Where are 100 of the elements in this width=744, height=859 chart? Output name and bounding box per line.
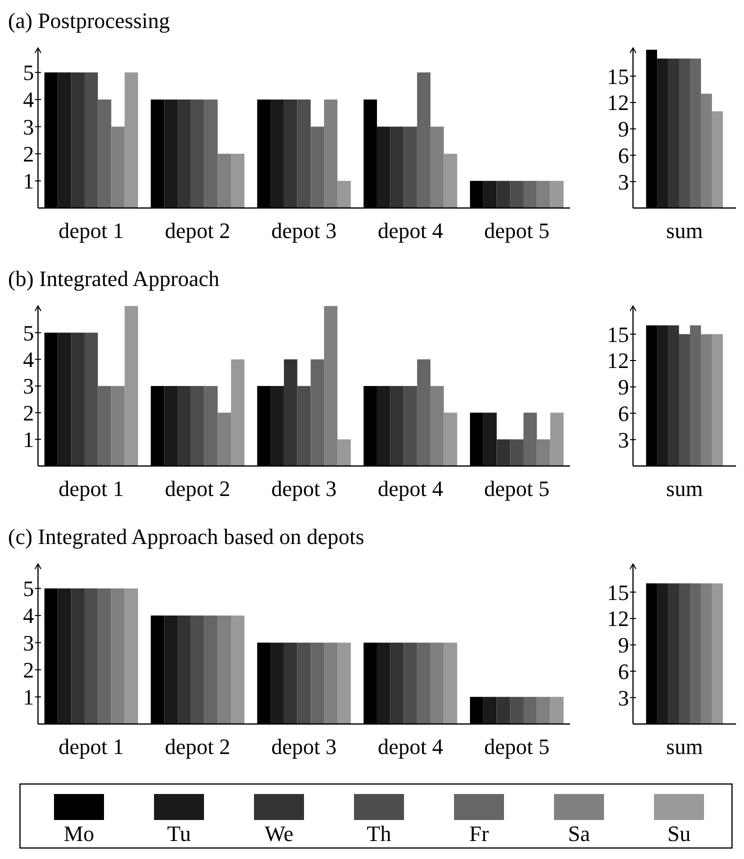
- bar: [510, 696, 524, 724]
- y-tick-label: 2: [23, 400, 34, 426]
- bar: [84, 588, 98, 724]
- legend-label: Fr: [469, 821, 490, 846]
- bar: [496, 696, 510, 724]
- x-tick-label: depot 2: [164, 218, 230, 243]
- y-tick-label: 6: [618, 400, 629, 426]
- bar: [523, 696, 537, 724]
- bar: [444, 154, 458, 208]
- x-tick-label: depot 3: [271, 476, 337, 501]
- y-tick-label: 1: [23, 168, 34, 194]
- x-tick-label: depot 1: [58, 734, 124, 759]
- x-tick-label: depot 1: [58, 218, 124, 243]
- x-tick-label: depot 1: [58, 476, 124, 501]
- y-tick-label: 2: [23, 657, 34, 682]
- bar: [71, 588, 85, 724]
- bar: [324, 100, 338, 208]
- legend-label: Sa: [568, 821, 590, 846]
- bar: [417, 642, 430, 724]
- x-tick-label: depot 5: [484, 734, 550, 759]
- x-tick-label: sum: [666, 734, 703, 759]
- legend-label: Th: [366, 821, 392, 846]
- bar: [337, 180, 351, 208]
- y-tick-label: 3: [23, 630, 34, 656]
- bar: [124, 306, 138, 466]
- bar: [536, 696, 550, 724]
- bar: [164, 386, 178, 466]
- bar: [430, 386, 444, 466]
- bar: [376, 642, 390, 724]
- bar: [71, 72, 85, 208]
- x-tick-label: depot 2: [164, 476, 230, 501]
- bar: [178, 100, 191, 208]
- bar: [124, 72, 138, 208]
- bar: [690, 58, 701, 208]
- bar: [430, 126, 444, 208]
- y-tick-label: 12: [607, 606, 629, 632]
- bar: [270, 386, 284, 466]
- bar: [679, 58, 690, 208]
- x-tick-label: depot 4: [378, 734, 444, 759]
- y-tick-label: 5: [23, 576, 34, 602]
- x-tick-label: depot 3: [271, 734, 337, 759]
- bar: [483, 696, 497, 724]
- bar: [270, 642, 284, 724]
- legend-label: Tu: [167, 821, 191, 846]
- bar: [71, 332, 85, 466]
- legend-label: Su: [667, 821, 691, 846]
- bar: [510, 180, 524, 208]
- bar: [231, 359, 244, 466]
- y-tick-label: 1: [23, 684, 34, 710]
- x-tick-label: sum: [666, 218, 703, 243]
- x-tick-label: depot 5: [484, 476, 550, 501]
- y-tick-label: 6: [618, 658, 629, 684]
- y-tick-label: 6: [618, 142, 629, 168]
- x-tick-label: depot 4: [378, 476, 444, 501]
- y-tick-label: 3: [23, 374, 34, 399]
- x-tick-label: sum: [666, 476, 703, 501]
- bar: [124, 588, 138, 724]
- bar: [310, 359, 324, 466]
- y-tick-label: 3: [618, 685, 629, 710]
- bar: [98, 386, 112, 466]
- bar: [190, 386, 204, 466]
- bar: [111, 386, 125, 466]
- bar: [231, 616, 244, 724]
- bar: [310, 126, 324, 208]
- bar: [550, 180, 564, 208]
- bar: [270, 100, 284, 208]
- bar: [657, 58, 668, 208]
- bar: [550, 412, 564, 466]
- bar: [297, 100, 311, 208]
- legend-label: Mo: [64, 821, 94, 846]
- bar: [404, 642, 418, 724]
- bar: [390, 642, 404, 724]
- bar: [444, 412, 458, 466]
- bar: [204, 386, 218, 466]
- bar: [376, 386, 390, 466]
- x-tick-label: depot 5: [484, 218, 550, 243]
- bar: [712, 111, 723, 208]
- y-tick-label: 4: [23, 87, 34, 112]
- x-tick-label: depot 2: [164, 734, 230, 759]
- bar: [510, 439, 524, 466]
- bar: [496, 439, 510, 466]
- bar: [483, 412, 497, 466]
- y-tick-label: 3: [618, 427, 629, 452]
- bar: [297, 386, 311, 466]
- y-tick-label: 9: [618, 632, 629, 658]
- y-tick-label: 4: [23, 347, 34, 372]
- y-tick-label: 9: [618, 116, 629, 142]
- bar: [430, 642, 444, 724]
- bar: [164, 616, 178, 724]
- bar: [523, 412, 537, 466]
- bar: [444, 642, 458, 724]
- bar: [404, 386, 418, 466]
- bar: [536, 180, 550, 208]
- y-tick-label: 4: [23, 603, 34, 628]
- bar: [204, 100, 218, 208]
- bar: [390, 126, 404, 208]
- bar: [164, 100, 178, 208]
- bar: [218, 616, 232, 724]
- y-tick-label: 2: [23, 141, 34, 166]
- bar: [496, 180, 510, 208]
